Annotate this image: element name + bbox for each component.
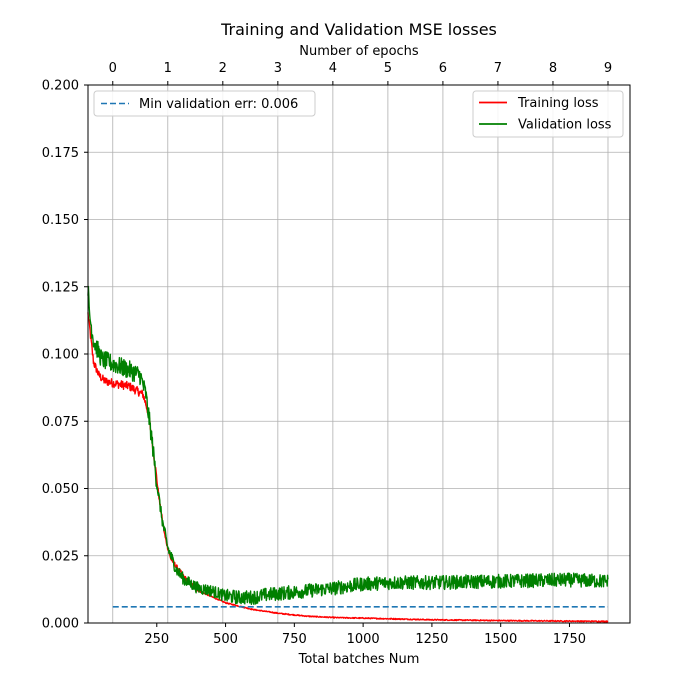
top-tick-label: 3 — [274, 61, 282, 76]
x-tick-label: 1250 — [415, 632, 448, 647]
y-tick-label: 0.050 — [42, 482, 79, 497]
series-line-validation — [87, 285, 609, 605]
secondary-x-axis-label: Number of epochs — [299, 44, 419, 59]
y-tick-label: 0.025 — [42, 549, 79, 564]
x-tick-label: 1750 — [553, 632, 586, 647]
top-tick-label: 1 — [164, 61, 172, 76]
top-tick-label: 0 — [109, 61, 117, 76]
x-tick-label: 1500 — [484, 632, 517, 647]
top-tick-label: 7 — [494, 61, 502, 76]
legend-box — [472, 90, 624, 138]
x-tick-label: 750 — [282, 632, 307, 647]
legend-min-validation: Min validation err: 0.006 — [93, 90, 316, 117]
series-line-training — [87, 312, 609, 623]
y-tick-label: 0.000 — [42, 617, 79, 632]
chart-title: Training and Validation MSE losses — [220, 20, 497, 39]
x-tick-label: 500 — [213, 632, 238, 647]
legend-label-validation: Validation loss — [518, 118, 612, 133]
top-tick-label: 4 — [329, 61, 337, 76]
y-tick-label: 0.125 — [42, 280, 79, 295]
y-tick-label: 0.100 — [42, 348, 79, 363]
grid — [88, 84, 630, 624]
legend-label-min-validation: Min validation err: 0.006 — [139, 97, 298, 112]
y-tick-label: 0.175 — [42, 146, 79, 161]
x-axis-label: Total batches Num — [298, 652, 420, 667]
top-tick-label: 8 — [549, 61, 557, 76]
top-tick-label: 9 — [604, 61, 612, 76]
y-tick-label: 0.200 — [42, 79, 79, 94]
series-lines — [87, 285, 609, 623]
top-tick-label: 2 — [219, 61, 227, 76]
legend-box — [93, 90, 316, 117]
legends: Min validation err: 0.006 Training loss Va… — [93, 90, 624, 138]
y-tick-label: 0.075 — [42, 415, 79, 430]
x-tick-label: 250 — [144, 632, 169, 647]
axes: 0 1 2 3 4 5 6 7 8 9 0.000 0.025 0.050 0.075 0.100 0.125… — [42, 61, 612, 647]
x-tick-label: 1000 — [347, 632, 380, 647]
top-tick-label: 6 — [439, 61, 447, 76]
y-tick-label: 0.150 — [42, 213, 79, 228]
legend-label-training: Training loss — [517, 96, 599, 111]
legend-losses: Training loss Validation loss — [472, 90, 624, 138]
top-tick-label: 5 — [384, 61, 392, 76]
